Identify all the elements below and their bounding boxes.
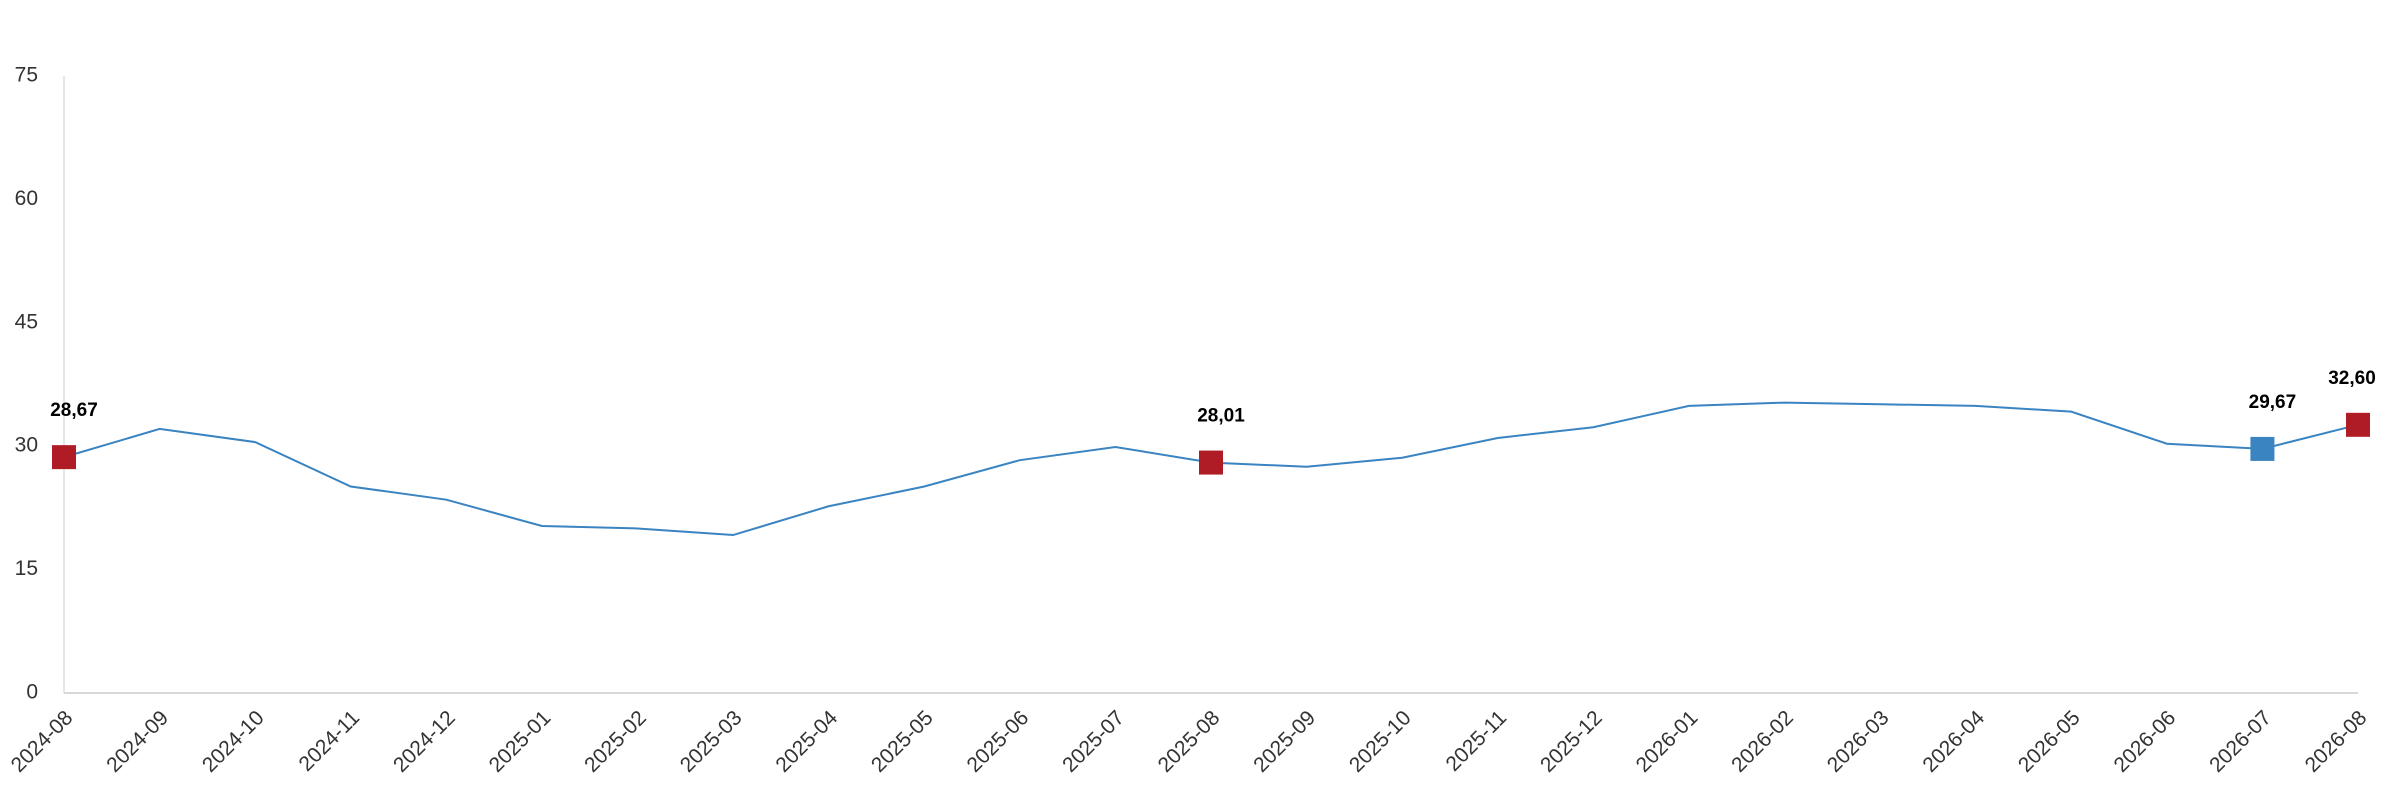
x-tick-label: 2025-12 [1536,706,1607,777]
marker [2346,412,2370,437]
x-tick-label: 2025-07 [1058,706,1129,777]
x-tick-label: 2026-02 [1727,706,1798,777]
x-tick-label: 2024-09 [102,706,173,777]
x-tick-label: 2026-08 [2301,706,2372,777]
marker [52,445,76,470]
value-label: 32,60 [2328,368,2376,389]
x-tick-label: 2025-10 [1345,706,1416,777]
x-tick-label: 2024-12 [389,706,460,777]
y-tick-label: 60 [15,187,38,210]
x-tick-label: 2025-05 [867,706,938,777]
y-tick-label: 75 [15,64,38,87]
x-tick-label: 2025-11 [1442,706,1512,776]
x-tick-label: 2025-02 [580,706,651,777]
x-tick-label: 2025-04 [771,706,842,777]
y-tick-label: 45 [15,310,38,333]
value-label: 28,67 [50,400,98,421]
x-tick-label: 2026-06 [2110,706,2181,777]
x-tick-label: 2025-01 [485,706,556,777]
x-tick-label: 2026-04 [1918,706,1989,777]
marker [2250,436,2275,461]
y-tick-label: 30 [15,434,38,457]
y-tick-label: 0 [26,681,38,704]
marker [1199,450,1223,475]
value-label: 29,67 [2249,392,2297,413]
x-tick-label: 2026-03 [1823,706,1894,777]
x-tick-label: 2024-08 [7,706,78,777]
value-label: 28,01 [1197,406,1245,427]
x-tick-label: 2026-07 [2205,706,2276,777]
x-tick-label: 2025-03 [676,706,747,777]
x-tick-label: 2024-11 [295,706,365,776]
y-tick-label: 15 [15,557,38,580]
x-tick-label: 2026-01 [1632,706,1703,777]
x-tick-label: 2025-08 [1154,706,1225,777]
x-tick-label: 2025-09 [1249,706,1320,777]
x-tick-label: 2025-06 [963,706,1034,777]
x-tick-label: 2026-05 [2014,706,2085,777]
x-tick-label: 2024-10 [198,706,269,777]
